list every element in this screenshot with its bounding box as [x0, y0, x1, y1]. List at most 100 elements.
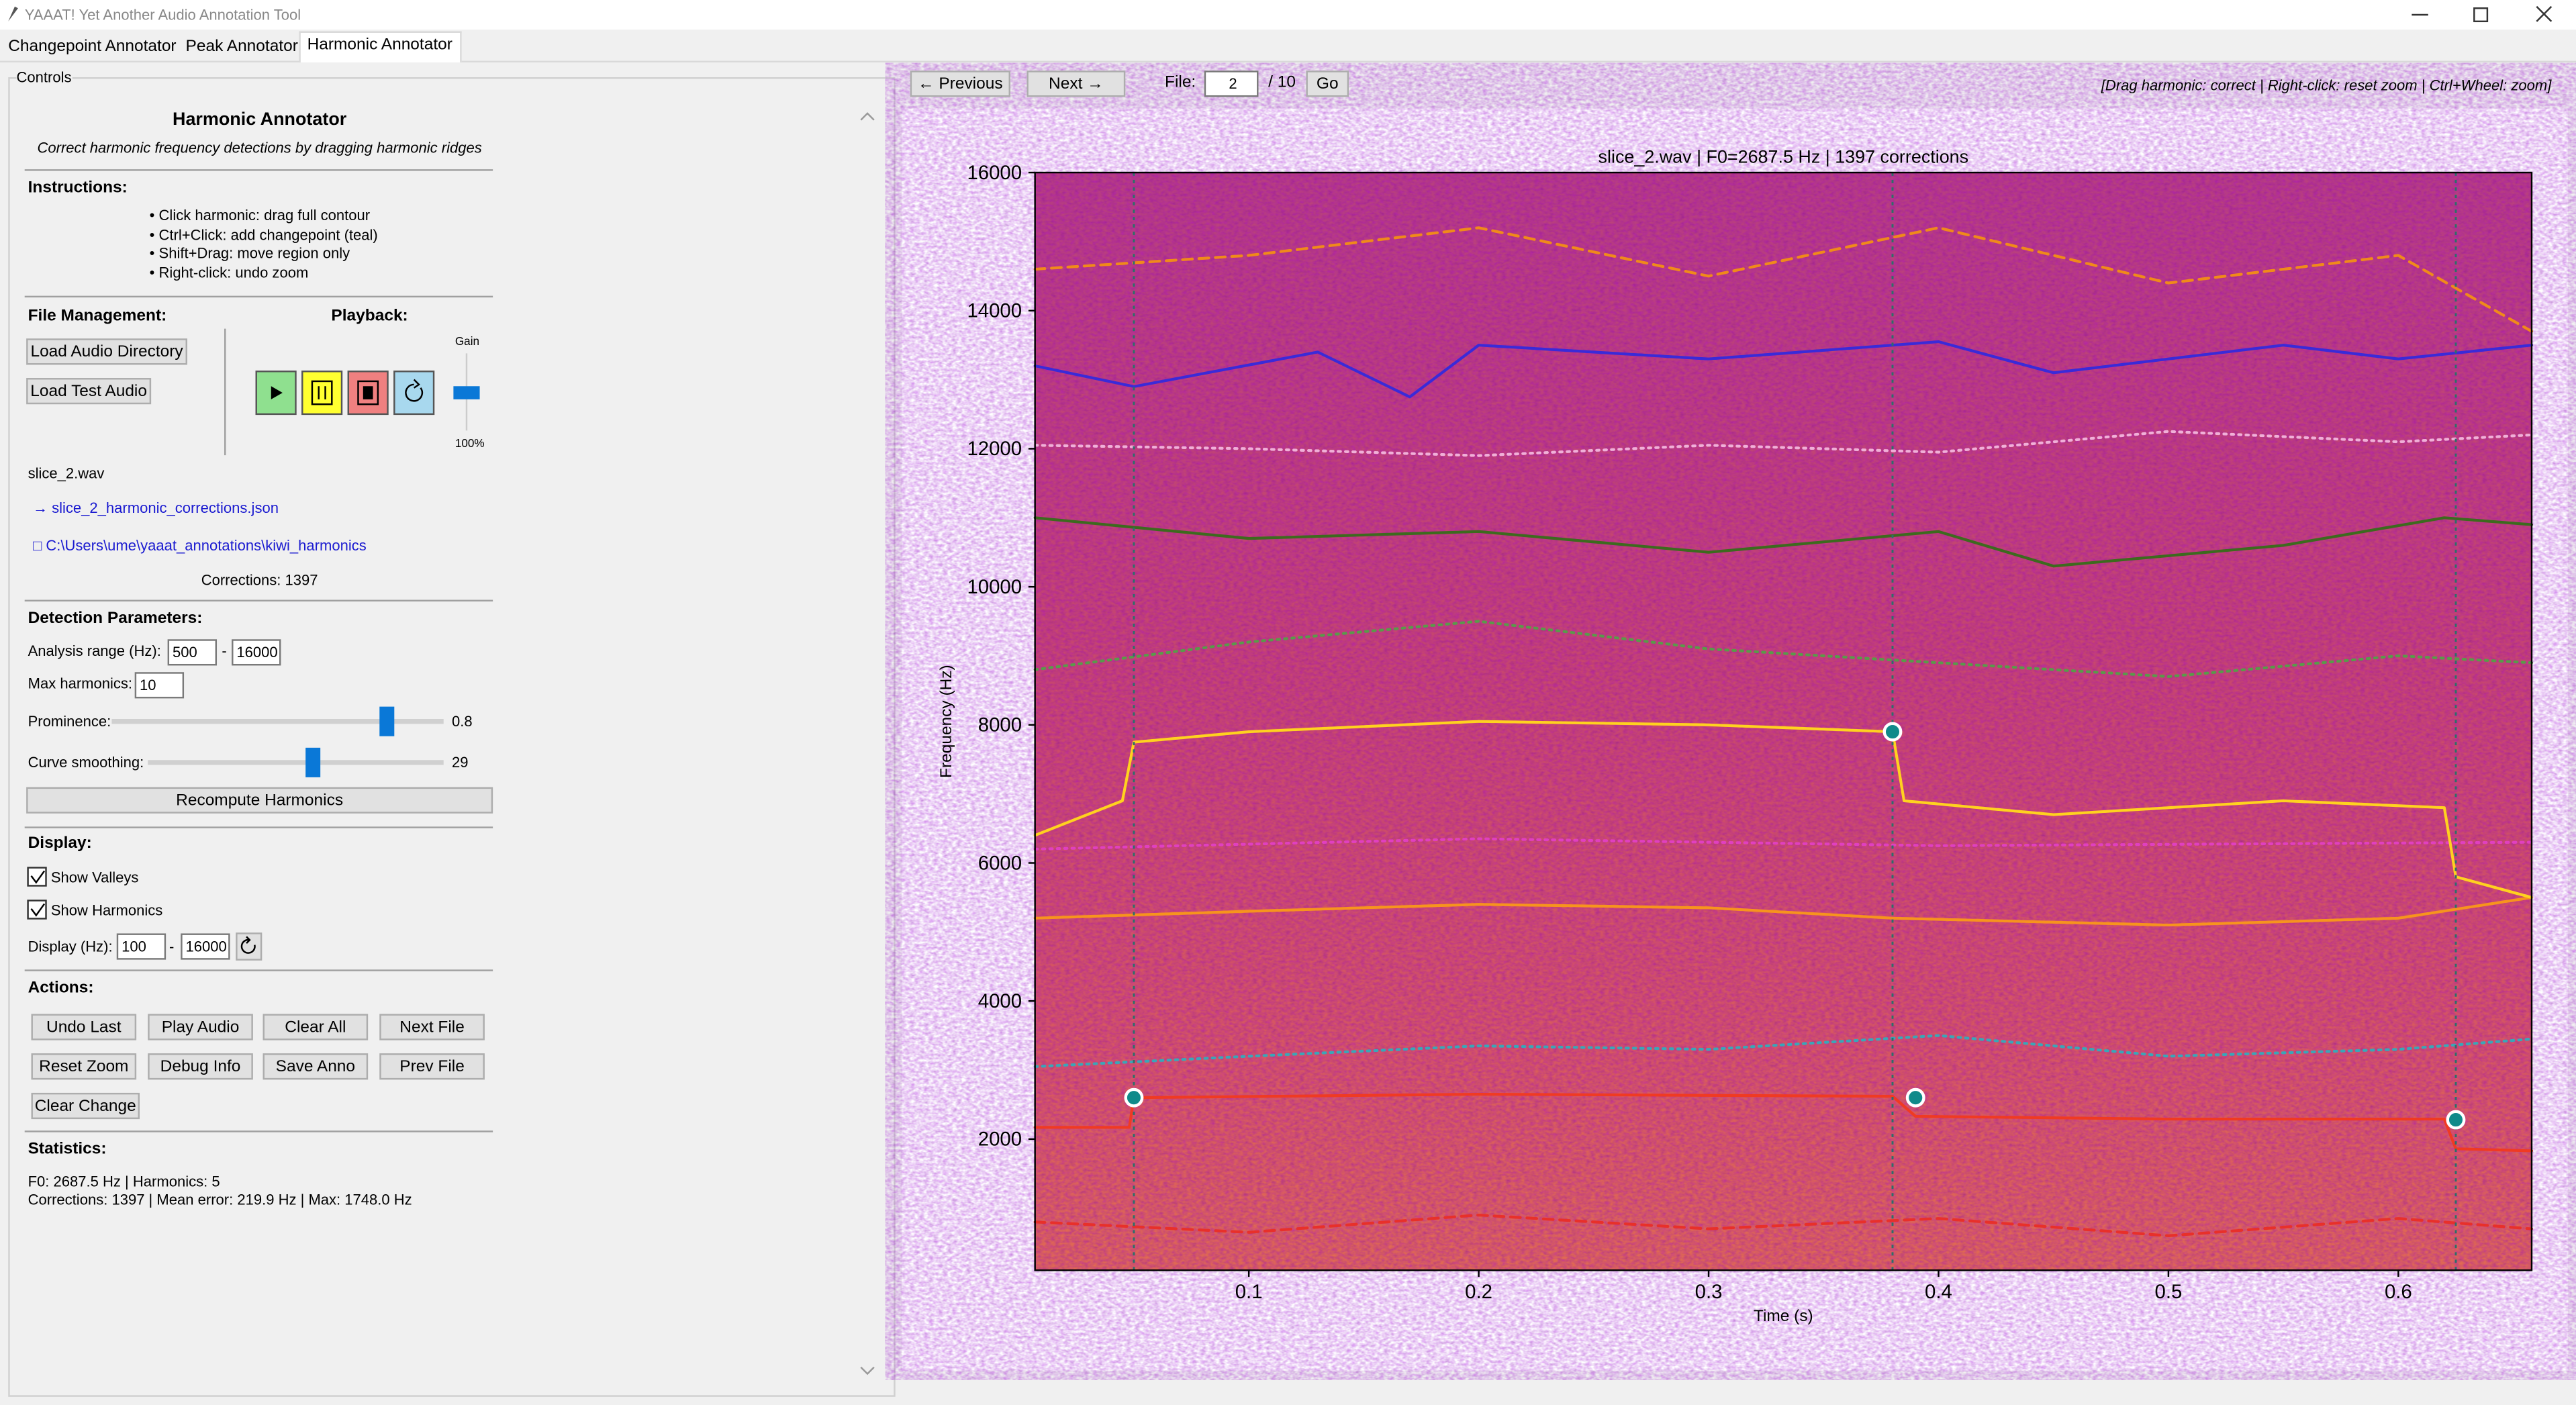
checkbox[interactable] [27, 900, 47, 920]
harmonic-line [1033, 1213, 2534, 1237]
prominence-thumb[interactable] [379, 706, 395, 736]
section-label: Playback: [331, 307, 408, 326]
button[interactable]: Debug Info [148, 1053, 253, 1080]
y-tick-label: 14000 [967, 300, 1022, 322]
instruction: • Shift+Drag: move region only [149, 244, 350, 262]
file-total: / 10 [1268, 74, 1296, 93]
gain-label: Gain [455, 336, 480, 348]
section-label: File Management: [28, 307, 167, 326]
field-label: File: [1164, 74, 1196, 93]
hint: [Drag harmonic: correct | Right-click: r… [2101, 77, 2552, 94]
button[interactable]: Next → [1027, 70, 1126, 97]
separator [24, 826, 493, 828]
tab[interactable]: Peak Annotator [185, 38, 298, 56]
chart [1033, 173, 2534, 1271]
check-mark [30, 903, 46, 917]
pause-button[interactable] [301, 371, 343, 416]
loop-button[interactable] [393, 371, 435, 416]
harmonic-line [1033, 895, 2534, 927]
x-tick-label: 0.3 [1695, 1281, 1723, 1303]
scroll-up[interactable] [860, 112, 875, 121]
output-file[interactable]: → slice_2_harmonic_corrections.json [32, 499, 279, 516]
button[interactable]: Play Audio [148, 1014, 253, 1040]
instruction: • Ctrl+Click: add changepoint (teal) [149, 226, 378, 243]
harmonic-line [1033, 620, 2534, 678]
button[interactable]: ← Previous [910, 70, 1010, 97]
section-label: Detection Parameters: [28, 610, 203, 628]
input[interactable]: 10 [134, 672, 185, 699]
changepoint-marker [1124, 1087, 1144, 1108]
instruction: • Right-click: undo zoom [149, 263, 309, 281]
separator [24, 599, 493, 601]
input[interactable]: 500 [167, 639, 218, 666]
title-bar [0, 0, 2576, 30]
stop-icon [357, 380, 379, 405]
field-label: Analysis range (Hz): [28, 642, 161, 659]
loop-icon [405, 379, 424, 402]
y-tick-label: 10000 [967, 576, 1022, 598]
button[interactable]: Clear All [263, 1014, 369, 1040]
button[interactable]: Undo Last [31, 1014, 137, 1040]
harmonic-line [1033, 430, 2534, 457]
slider-value: 0.8 [451, 713, 473, 730]
stat: Corrections: 1397 | Mean error: 219.9 Hz… [28, 1191, 412, 1208]
instruction: • Click harmonic: drag full contour [149, 207, 371, 224]
button[interactable]: Go [1306, 70, 1349, 97]
spectrogram-texture [1035, 173, 2532, 1271]
smoothing-thumb[interactable] [305, 747, 321, 777]
harmonic-line [1033, 1034, 2534, 1068]
button[interactable]: Save Anno [263, 1053, 369, 1080]
scroll-down[interactable] [860, 1366, 875, 1375]
button[interactable]: Prev File [379, 1053, 485, 1080]
tab-active[interactable]: Harmonic Annotator [307, 36, 452, 54]
y-tick-label: 2000 [978, 1128, 1022, 1151]
x-tick-label: 0.4 [1925, 1281, 1952, 1303]
tab[interactable]: Changepoint Annotator [8, 38, 177, 56]
field-label: Max harmonics: [28, 675, 133, 692]
output-dir[interactable]: □ C:\Users\ume\yaaat_annotations\kiwi_ha… [32, 537, 367, 554]
field-label: Curve smoothing: [28, 754, 144, 771]
checkbox[interactable] [27, 867, 47, 887]
x-tick-label: 0.1 [1235, 1281, 1263, 1303]
separator [24, 969, 493, 971]
button[interactable]: Recompute Harmonics [26, 787, 493, 814]
button[interactable]: Load Audio Directory [26, 338, 187, 365]
section-label: Display: [28, 834, 92, 853]
pause-icon [311, 380, 333, 405]
section-label: Actions: [28, 979, 94, 998]
field-label: Display (Hz): [28, 938, 113, 955]
changepoint-marker [2446, 1110, 2466, 1130]
button[interactable]: Next File [379, 1014, 485, 1040]
gain-thumb[interactable] [453, 386, 480, 399]
input[interactable]: 16000 [232, 639, 281, 666]
restore-icon[interactable] [2473, 7, 2489, 23]
button[interactable]: Clear Change [31, 1092, 140, 1120]
button[interactable]: Load Test Audio [26, 378, 152, 405]
harmonic-line [1033, 1092, 2534, 1153]
play-icon [271, 386, 283, 399]
section-label: Statistics: [28, 1140, 107, 1159]
input[interactable]: 16000 [181, 933, 230, 960]
button[interactable]: Reset Zoom [31, 1053, 137, 1080]
plot-frame [1034, 171, 2533, 1271]
x-tick-label: 0.2 [1465, 1281, 1492, 1303]
separator [24, 1130, 493, 1132]
input[interactable]: 2 [1204, 70, 1259, 97]
y-tick-label: 4000 [978, 990, 1022, 1012]
checkbox-label: Show Harmonics [50, 902, 163, 919]
input[interactable]: 100 [116, 933, 166, 960]
harmonic-line [1033, 837, 2534, 851]
y-tick-label: 8000 [978, 714, 1022, 736]
current-file: slice_2.wav [28, 465, 105, 482]
separator [24, 169, 493, 171]
slider-value: 29 [451, 754, 469, 771]
close-icon[interactable] [2536, 5, 2553, 22]
field-label: Prominence: [28, 713, 111, 730]
y-tick-label: 16000 [967, 162, 1022, 184]
x-axis-label: Time (s) [1754, 1307, 1813, 1325]
corrections: Corrections: 1397 [201, 571, 318, 589]
harmonic-line [1033, 340, 2534, 399]
refresh-button[interactable] [236, 932, 263, 961]
